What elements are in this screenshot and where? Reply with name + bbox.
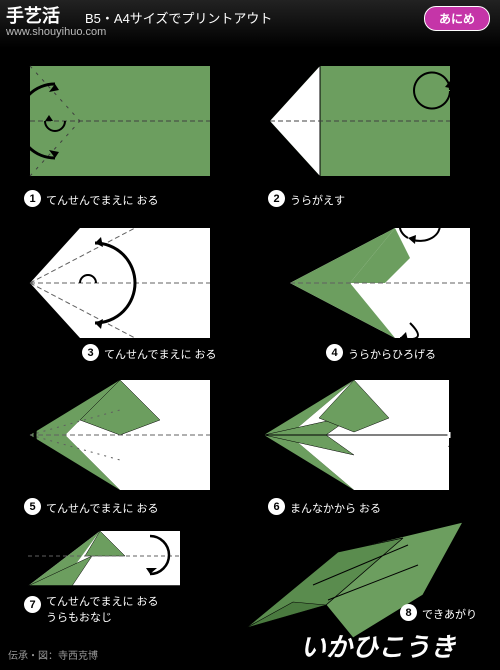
header-instruction: B5・A4サイズでプリントアウト — [85, 8, 272, 27]
step-6-diagram — [254, 370, 464, 500]
step-1-diagram — [20, 56, 220, 186]
step-3-diagram — [20, 218, 220, 348]
header-bar: 手艺活 www.shouyihuo.com B5・A4サイズでプリントアウト あ… — [0, 0, 500, 48]
step-4-label: うらからひろげる — [348, 346, 436, 362]
watermark-title: 手艺活 — [6, 2, 60, 28]
step-8-number: 8 — [400, 604, 417, 621]
step-2-number: 2 — [268, 190, 285, 207]
step-7-label: てんせんでまえに おる うらもおなじ — [46, 593, 159, 625]
anime-button[interactable]: あにめ — [424, 6, 490, 31]
step-5-number: 5 — [24, 498, 41, 515]
step-1-label: てんせんでまえに おる — [46, 192, 159, 208]
step-5-label: てんせんでまえに おる — [46, 500, 159, 516]
watermark-url: www.shouyihuo.com — [6, 26, 106, 38]
step-2-diagram — [260, 56, 470, 186]
credit-text: 伝承・図：寺西克博 — [8, 647, 98, 662]
step-4-diagram — [280, 218, 480, 348]
diagram-area: 1 てんせんでまえに おる 2 うらがえす 3 てんせんでまえに おる 4 — [0, 48, 500, 670]
anime-button-label: あにめ — [439, 12, 475, 26]
step-4-number: 4 — [326, 344, 343, 361]
step-2-label: うらがえす — [290, 192, 345, 208]
step-1-number: 1 — [24, 190, 41, 207]
step-5-diagram — [20, 370, 220, 500]
step-3-label: てんせんでまえに おる — [104, 346, 217, 362]
step-8-label: できあがり — [422, 606, 477, 622]
step-3-number: 3 — [82, 344, 99, 361]
step-7-number: 7 — [24, 596, 41, 613]
step-7-diagram — [20, 526, 190, 601]
footer-title: いかひこうき — [300, 627, 456, 664]
